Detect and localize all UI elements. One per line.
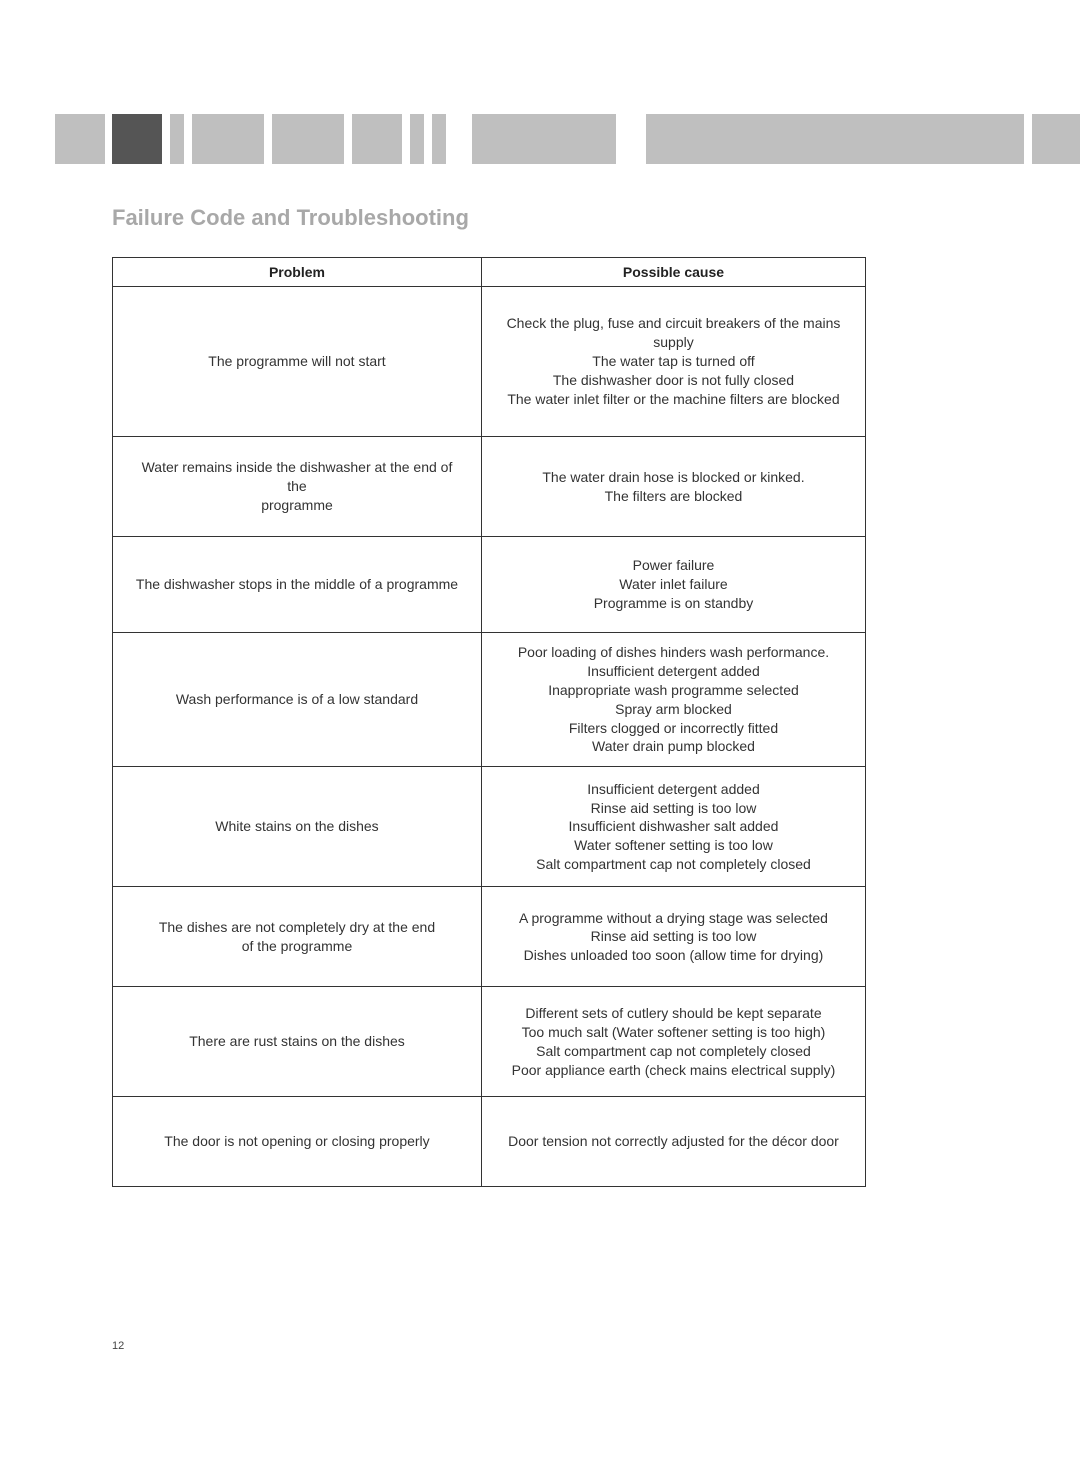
table-row: Wash performance is of a low standard Poo… bbox=[113, 633, 866, 767]
cause-text: Water softener setting is too low bbox=[500, 836, 847, 855]
cause-text: Salt compartment cap not completely clos… bbox=[500, 1042, 847, 1061]
decor-block bbox=[472, 114, 616, 164]
decor-block bbox=[192, 114, 264, 164]
problem-text: The dishes are not completely dry at the… bbox=[131, 918, 463, 937]
cause-text: Insufficient detergent added bbox=[500, 662, 847, 681]
decor-block bbox=[410, 114, 424, 164]
cause-text: The water tap is turned off bbox=[500, 352, 847, 371]
cause-cell: Power failureWater inlet failureProgramm… bbox=[481, 537, 865, 633]
cause-text: Salt compartment cap not completely clos… bbox=[500, 855, 847, 874]
cause-cell: The water drain hose is blocked or kinke… bbox=[481, 437, 865, 537]
page-title: Failure Code and Troubleshooting bbox=[112, 205, 866, 231]
table-row: Water remains inside the dishwasher at t… bbox=[113, 437, 866, 537]
cause-text: Different sets of cutlery should be kept… bbox=[500, 1004, 847, 1023]
cause-text: Rinse aid setting is too low bbox=[500, 799, 847, 818]
cause-text: Too much salt (Water softener setting is… bbox=[500, 1023, 847, 1042]
decor-block bbox=[272, 114, 344, 164]
problem-cell: The programme will not start bbox=[113, 287, 482, 437]
table-row: White stains on the dishes Insufficient d… bbox=[113, 767, 866, 887]
cause-cell: Door tension not correctly adjusted for … bbox=[481, 1097, 865, 1187]
cause-text: Dishes unloaded too soon (allow time for… bbox=[500, 946, 847, 965]
problem-text: The dishwasher stops in the middle of a … bbox=[131, 575, 463, 594]
cause-cell: Different sets of cutlery should be kept… bbox=[481, 987, 865, 1097]
problem-cell: Wash performance is of a low standard bbox=[113, 633, 482, 767]
decor-block bbox=[352, 114, 402, 164]
decor-block bbox=[1032, 114, 1080, 164]
decor-block bbox=[646, 114, 1024, 164]
table-row: The dishes are not completely dry at the… bbox=[113, 887, 866, 987]
cause-text: The filters are blocked bbox=[500, 487, 847, 506]
cause-text: Water inlet failure bbox=[500, 575, 847, 594]
table-row: The door is not opening or closing prope… bbox=[113, 1097, 866, 1187]
cause-text: Spray arm blocked bbox=[500, 700, 847, 719]
troubleshoot-table: ProblemPossible cause The programme will… bbox=[112, 257, 866, 1187]
problem-text: The door is not opening or closing prope… bbox=[131, 1132, 463, 1151]
table-row: The dishwasher stops in the middle of a … bbox=[113, 537, 866, 633]
cause-text: Rinse aid setting is too low bbox=[500, 927, 847, 946]
problem-cell: The door is not opening or closing prope… bbox=[113, 1097, 482, 1187]
cause-text: Filters clogged or incorrectly fitted bbox=[500, 719, 847, 738]
cause-text: Poor loading of dishes hinders wash perf… bbox=[500, 643, 847, 662]
problem-cell: There are rust stains on the dishes bbox=[113, 987, 482, 1097]
cause-text: Insufficient dishwasher salt added bbox=[500, 817, 847, 836]
problem-text: of the programme bbox=[131, 937, 463, 956]
cause-text: Poor appliance earth (check mains electr… bbox=[500, 1061, 847, 1080]
problem-cell: White stains on the dishes bbox=[113, 767, 482, 887]
cause-text: The dishwasher door is not fully closed bbox=[500, 371, 847, 390]
cause-text: Programme is on standby bbox=[500, 594, 847, 613]
page-content: Failure Code and Troubleshooting Problem… bbox=[112, 205, 866, 1187]
cause-text: The water drain hose is blocked or kinke… bbox=[500, 468, 847, 487]
problem-text: programme bbox=[131, 496, 463, 515]
decor-block bbox=[432, 114, 446, 164]
page-number: 12 bbox=[112, 1340, 124, 1352]
problem-cell: The dishwasher stops in the middle of a … bbox=[113, 537, 482, 633]
problem-cell: Water remains inside the dishwasher at t… bbox=[113, 437, 482, 537]
col-header-problem: Problem bbox=[113, 258, 482, 287]
header-decor-bar bbox=[0, 114, 1080, 164]
problem-text: The programme will not start bbox=[131, 352, 463, 371]
decor-block bbox=[170, 114, 184, 164]
problem-text: White stains on the dishes bbox=[131, 817, 463, 836]
problem-cell: The dishes are not completely dry at the… bbox=[113, 887, 482, 987]
problem-text: There are rust stains on the dishes bbox=[131, 1032, 463, 1051]
cause-text: Insufficient detergent added bbox=[500, 780, 847, 799]
decor-block bbox=[112, 114, 162, 164]
cause-cell: Check the plug, fuse and circuit breaker… bbox=[481, 287, 865, 437]
decor-block bbox=[55, 114, 105, 164]
cause-cell: A programme without a drying stage was s… bbox=[481, 887, 865, 987]
cause-cell: Insufficient detergent addedRinse aid se… bbox=[481, 767, 865, 887]
cause-text: Power failure bbox=[500, 556, 847, 575]
cause-text: Water drain pump blocked bbox=[500, 737, 847, 756]
cause-text: The water inlet filter or the machine fi… bbox=[500, 390, 847, 409]
problem-text: Water remains inside the dishwasher at t… bbox=[131, 458, 463, 496]
problem-text: Wash performance is of a low standard bbox=[131, 690, 463, 709]
cause-cell: Poor loading of dishes hinders wash perf… bbox=[481, 633, 865, 767]
cause-text: A programme without a drying stage was s… bbox=[500, 909, 847, 928]
table-row: The programme will not start Check the pl… bbox=[113, 287, 866, 437]
table-row: There are rust stains on the dishes Diffe… bbox=[113, 987, 866, 1097]
cause-text: Door tension not correctly adjusted for … bbox=[500, 1132, 847, 1151]
col-header-cause: Possible cause bbox=[481, 258, 865, 287]
cause-text: Check the plug, fuse and circuit breaker… bbox=[500, 314, 847, 352]
cause-text: Inappropriate wash programme selected bbox=[500, 681, 847, 700]
